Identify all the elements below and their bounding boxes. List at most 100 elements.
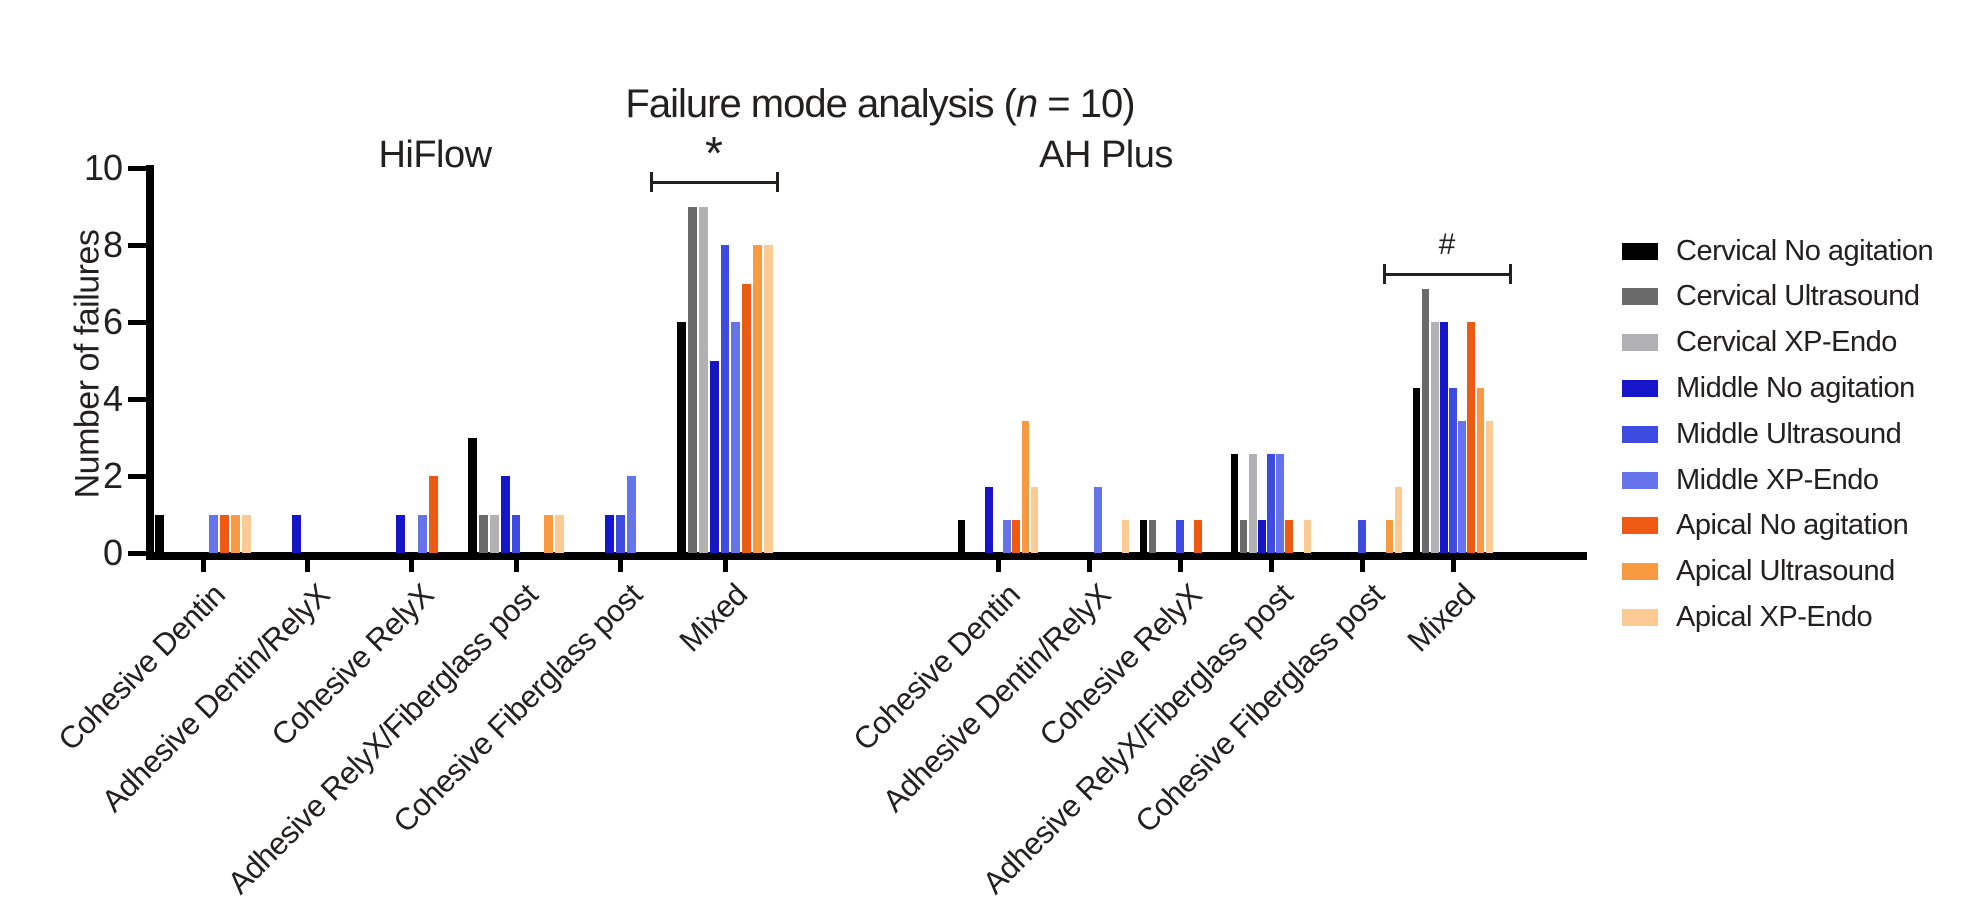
bar-hiflow-cohesive-relyx-apical-no-agitation [428,476,438,553]
bar-ah-plus-cohesive-fiberglass-post-apical-ultrasound [1385,520,1394,553]
x-axis-line [146,552,1587,560]
x-tick [409,560,414,572]
bar-ah-plus-adhesive-relyx-fiberglass-post-apical-no-agitation [1285,520,1293,553]
legend-label: Apical Ultrasound [1676,555,1895,588]
legend-swatch [1622,471,1658,489]
x-axis-label: Mixed [1400,577,1482,659]
legend-swatch [1622,517,1658,535]
x-tick [722,560,728,572]
bar-hiflow-cohesive-fiberglass-post-middle-no-agitation [605,514,615,553]
legend-label: Cervical XP-Endo [1676,326,1897,359]
significance-bracket-ahplus [1383,273,1512,276]
bar-ah-plus-cohesive-dentin-apical-ultrasound [1021,421,1030,553]
legend-item-cervical-ultrasound: Cervical Ultrasound [1622,280,1920,313]
y-tick [128,319,146,325]
significance-bracket-ahplus-left-cap [1383,264,1386,284]
bar-ah-plus-mixed-middle-ultrasound [1449,388,1457,553]
y-tick-label: 4 [102,378,123,419]
y-tick-label: 6 [102,301,123,342]
legend-label: Middle Ultrasound [1676,417,1902,450]
legend-label: Cervical Ultrasound [1676,280,1920,313]
bar-hiflow-adhesive-dentin-relyx-middle-no-agitation [292,514,302,553]
y-tick-label: 0 [102,532,123,573]
x-axis-label: Mixed [672,577,754,659]
bar-ah-plus-mixed-cervical-no-agitation [1412,388,1421,553]
legend-item-middle-ultrasound: Middle Ultrasound [1622,417,1902,450]
legend-item-apical-xp-endo: Apical XP-Endo [1622,601,1873,633]
bar-hiflow-adhesive-relyx-fiberglass-post-apical-xp-endo [555,514,564,553]
bar-ah-plus-cohesive-dentin-middle-no-agitation [985,487,993,553]
bar-ah-plus-cohesive-relyx-middle-ultrasound [1176,520,1184,553]
y-tick [128,550,146,556]
y-tick-label: 2 [102,455,123,496]
bar-ah-plus-mixed-apical-no-agitation [1467,322,1475,553]
x-tick [618,560,623,572]
bar-hiflow-cohesive-dentin-apical-ultrasound [231,514,240,553]
x-tick [995,560,1001,572]
bar-hiflow-mixed-cervical-ultrasound [688,206,697,553]
legend-swatch [1622,425,1658,443]
bar-ah-plus-mixed-apical-xp-endo [1485,421,1494,553]
legend-swatch [1622,242,1658,260]
legend-item-apical-ultrasound: Apical Ultrasound [1622,555,1895,588]
x-tick [200,560,206,572]
bar-hiflow-mixed-apical-ultrasound [753,245,762,553]
bar-ah-plus-cohesive-dentin-middle-xp-endo [1003,520,1011,553]
x-axis-label: Cohesive RelyX [1032,577,1209,753]
bar-ah-plus-mixed-cervical-xp-endo [1431,322,1439,553]
bar-hiflow-cohesive-fiberglass-post-middle-ultrasound [616,514,625,553]
bar-ah-plus-adhesive-relyx-fiberglass-post-middle-xp-endo [1276,454,1284,553]
bar-ah-plus-cohesive-fiberglass-post-apical-xp-endo [1394,487,1403,553]
legend-label: Cervical No agitation [1676,234,1934,267]
bar-ah-plus-adhesive-relyx-fiberglass-post-middle-no-agitation [1258,520,1266,553]
bar-ah-plus-cohesive-dentin-apical-no-agitation [1012,520,1020,553]
legend-item-cervical-xp-endo: Cervical XP-Endo [1622,326,1897,359]
y-tick [128,165,146,171]
panel-title-ahplus: AH Plus [1039,134,1173,176]
bar-hiflow-cohesive-relyx-middle-xp-endo [417,514,427,553]
bar-hiflow-mixed-middle-no-agitation [709,360,719,553]
x-tick [1268,560,1274,572]
significance-hash: # [1438,228,1456,261]
bar-ah-plus-cohesive-relyx-cervical-ultrasound [1148,520,1157,553]
bar-hiflow-adhesive-relyx-fiberglass-post-cervical-xp-endo [489,514,499,553]
x-tick [513,560,519,572]
y-tick-label: 8 [102,224,123,265]
bar-ah-plus-adhesive-dentin-relyx-apical-xp-endo [1121,520,1130,553]
bar-hiflow-adhesive-relyx-fiberglass-post-cervical-no-agitation [468,437,477,553]
y-tick [128,242,146,248]
significance-bracket-hiflow-left-cap [650,172,653,192]
legend-label: Middle XP-Endo [1676,463,1879,496]
bar-ah-plus-cohesive-dentin-cervical-no-agitation [957,520,966,553]
bar-ah-plus-mixed-cervical-ultrasound [1421,289,1430,553]
bar-hiflow-adhesive-relyx-fiberglass-post-cervical-ultrasound [479,514,488,553]
chart-title: Failure mode analysis (n = 10) [625,82,1135,126]
y-tick [128,396,146,402]
bar-ah-plus-cohesive-fiberglass-post-middle-ultrasound [1358,520,1366,553]
legend-item-apical-no-agitation: Apical No agitation [1622,509,1909,542]
bar-ah-plus-adhesive-relyx-fiberglass-post-apical-xp-endo [1303,520,1312,553]
legend-swatch [1622,379,1658,397]
bar-hiflow-mixed-middle-ultrasound [720,245,730,553]
panel-title-hiflow: HiFlow [378,134,492,176]
bar-hiflow-cohesive-relyx-middle-no-agitation [396,514,406,553]
x-tick [1450,560,1456,572]
legend-label: Apical No agitation [1676,509,1909,542]
legend-item-middle-xp-endo: Middle XP-Endo [1622,463,1879,496]
y-tick [128,473,146,479]
legend-swatch [1622,608,1658,626]
y-axis-line [146,165,154,560]
bar-ah-plus-mixed-middle-no-agitation [1440,322,1448,553]
bar-ah-plus-cohesive-dentin-apical-xp-endo [1030,487,1039,553]
bar-ah-plus-adhesive-relyx-fiberglass-post-cervical-ultrasound [1239,520,1248,553]
x-tick [1359,560,1365,572]
bar-ah-plus-adhesive-relyx-fiberglass-post-cervical-xp-endo [1249,454,1257,553]
bar-hiflow-adhesive-relyx-fiberglass-post-middle-no-agitation [500,476,510,553]
bar-ah-plus-adhesive-dentin-relyx-middle-xp-endo [1094,487,1102,553]
bar-hiflow-adhesive-relyx-fiberglass-post-apical-ultrasound [544,514,553,553]
bar-hiflow-mixed-middle-xp-endo [731,322,741,553]
bar-hiflow-cohesive-dentin-middle-xp-endo [209,514,219,553]
bar-ah-plus-cohesive-relyx-apical-no-agitation [1194,520,1202,553]
x-tick [305,560,310,572]
